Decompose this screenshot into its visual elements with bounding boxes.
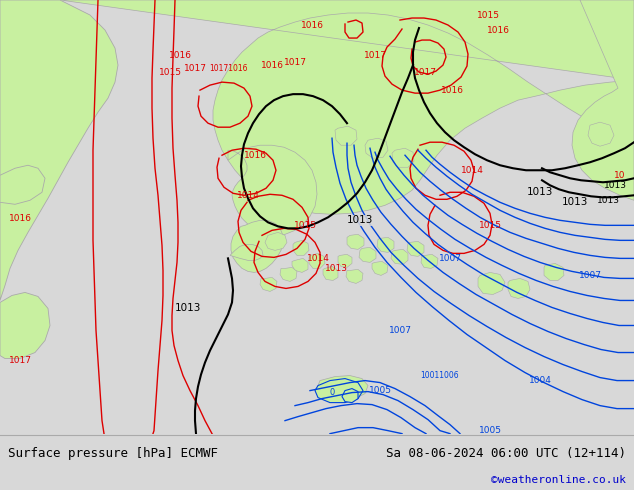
- Text: 1005: 1005: [479, 426, 501, 435]
- Text: 1014: 1014: [307, 254, 330, 263]
- Polygon shape: [342, 389, 358, 403]
- Polygon shape: [260, 277, 277, 292]
- Polygon shape: [377, 237, 394, 252]
- Polygon shape: [293, 241, 309, 255]
- Polygon shape: [318, 375, 368, 401]
- Text: 1017: 1017: [283, 58, 306, 67]
- Polygon shape: [572, 0, 634, 200]
- Text: 1015: 1015: [158, 68, 181, 76]
- Text: 1013: 1013: [527, 187, 553, 197]
- Text: 1013: 1013: [175, 303, 201, 314]
- Text: 1013: 1013: [347, 215, 373, 225]
- Text: 1016: 1016: [441, 86, 463, 95]
- Text: 1015: 1015: [477, 10, 500, 20]
- Polygon shape: [347, 234, 364, 249]
- Text: 1016: 1016: [169, 50, 191, 60]
- Text: ©weatheronline.co.uk: ©weatheronline.co.uk: [491, 475, 626, 485]
- Polygon shape: [323, 267, 338, 280]
- Polygon shape: [265, 232, 287, 250]
- Text: 1004: 1004: [529, 376, 552, 385]
- Text: 1013: 1013: [604, 181, 626, 190]
- Polygon shape: [228, 145, 317, 235]
- Text: 1016: 1016: [261, 61, 283, 70]
- Text: 1013: 1013: [325, 264, 347, 273]
- Polygon shape: [392, 148, 414, 167]
- Text: 1017: 1017: [183, 64, 207, 73]
- Polygon shape: [421, 254, 438, 269]
- Text: 1016: 1016: [8, 214, 32, 223]
- Polygon shape: [60, 0, 634, 214]
- Polygon shape: [365, 138, 388, 158]
- Polygon shape: [391, 249, 408, 265]
- Text: 1015: 1015: [479, 221, 501, 230]
- Polygon shape: [315, 379, 363, 403]
- Polygon shape: [309, 253, 325, 269]
- Text: 1007: 1007: [578, 271, 602, 280]
- Text: 1005: 1005: [368, 386, 392, 395]
- Text: Sa 08-06-2024 06:00 UTC (12+114): Sa 08-06-2024 06:00 UTC (12+114): [386, 447, 626, 460]
- Text: 1017: 1017: [363, 50, 387, 60]
- Text: 1015: 1015: [294, 221, 316, 230]
- Polygon shape: [588, 122, 614, 146]
- Polygon shape: [478, 272, 505, 294]
- Polygon shape: [338, 254, 352, 268]
- Text: 10011006: 10011006: [421, 371, 459, 380]
- Polygon shape: [359, 247, 376, 262]
- Polygon shape: [0, 165, 45, 204]
- Text: 1017: 1017: [8, 356, 32, 365]
- Polygon shape: [335, 126, 357, 145]
- Polygon shape: [508, 278, 530, 298]
- Polygon shape: [544, 264, 564, 280]
- Text: 1017: 1017: [413, 68, 436, 76]
- Text: 0: 0: [330, 388, 335, 397]
- Polygon shape: [231, 220, 283, 272]
- Polygon shape: [0, 293, 50, 359]
- Text: 1007: 1007: [439, 254, 462, 263]
- Text: 1013: 1013: [597, 196, 619, 205]
- Text: 1016: 1016: [486, 25, 510, 35]
- Text: 1014: 1014: [236, 191, 259, 200]
- Text: 1016: 1016: [243, 151, 266, 160]
- Polygon shape: [230, 245, 263, 260]
- Text: 10171016: 10171016: [209, 64, 247, 73]
- Text: 1013: 1013: [562, 197, 588, 207]
- Text: 1007: 1007: [389, 326, 411, 335]
- Text: Surface pressure [hPa] ECMWF: Surface pressure [hPa] ECMWF: [8, 447, 218, 460]
- Text: 1016: 1016: [301, 21, 323, 29]
- Polygon shape: [0, 0, 118, 300]
- Polygon shape: [280, 268, 297, 281]
- Polygon shape: [372, 261, 388, 275]
- Text: 1014: 1014: [460, 166, 484, 175]
- Text: 10: 10: [614, 171, 626, 180]
- Polygon shape: [292, 258, 308, 272]
- Polygon shape: [407, 242, 424, 256]
- Polygon shape: [346, 270, 363, 283]
